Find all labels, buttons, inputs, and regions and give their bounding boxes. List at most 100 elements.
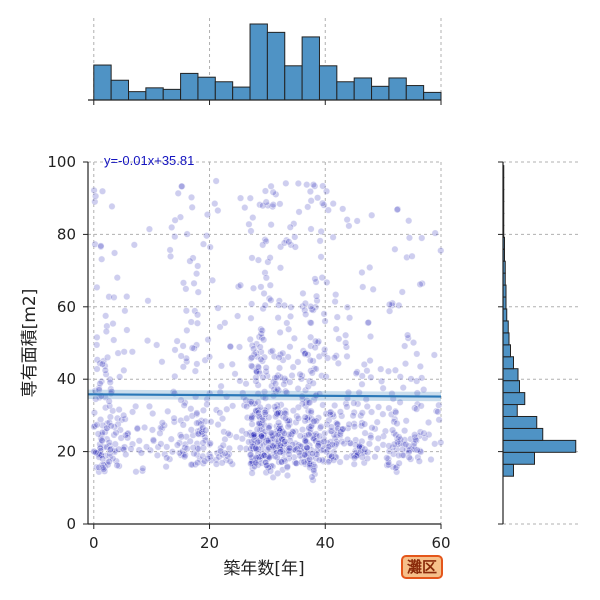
scatter-point bbox=[179, 279, 188, 287]
scatter-point bbox=[288, 371, 296, 380]
scatter-point bbox=[177, 433, 185, 441]
scatter-point bbox=[261, 408, 269, 417]
scatter-point bbox=[132, 468, 140, 476]
scatter-point bbox=[135, 437, 143, 445]
scatter-point bbox=[249, 431, 258, 439]
scatter-point bbox=[316, 237, 324, 245]
scatter-point bbox=[329, 200, 337, 208]
scatter-point bbox=[144, 297, 152, 305]
scatter-point bbox=[330, 354, 339, 362]
scatter-point bbox=[106, 378, 114, 386]
scatter-point bbox=[182, 307, 190, 315]
scatter-point bbox=[116, 373, 124, 381]
scatter-point bbox=[301, 386, 310, 394]
scatter-point bbox=[358, 453, 366, 461]
scatter-point bbox=[286, 312, 295, 321]
scatter-point bbox=[405, 234, 414, 242]
scatter-point bbox=[106, 413, 114, 421]
scatter-point bbox=[168, 448, 177, 456]
scatter-point bbox=[148, 426, 157, 434]
scatter-point bbox=[395, 433, 403, 441]
scatter-point bbox=[290, 334, 298, 342]
scatter-point bbox=[204, 454, 212, 463]
scatter-point bbox=[273, 442, 281, 450]
scatter-point bbox=[241, 203, 249, 212]
scatter-point bbox=[177, 396, 185, 404]
scatter-point bbox=[364, 318, 373, 327]
scatter-point bbox=[161, 450, 169, 458]
scatter-point bbox=[94, 430, 102, 438]
scatter-point bbox=[289, 428, 297, 436]
right-hist-bar bbox=[502, 356, 514, 370]
scatter-point bbox=[194, 459, 202, 467]
scatter-point bbox=[294, 358, 302, 366]
regression-layer bbox=[87, 389, 442, 402]
scatter-point bbox=[218, 459, 226, 467]
scatter-point bbox=[238, 435, 246, 443]
scatter-point bbox=[416, 362, 424, 371]
scatter-point bbox=[236, 281, 245, 289]
scatter-point bbox=[228, 360, 236, 368]
scatter-point bbox=[309, 357, 317, 365]
scatter-point bbox=[273, 410, 281, 418]
scatter-point bbox=[435, 416, 443, 424]
scatter-point bbox=[364, 319, 372, 327]
scatter-point bbox=[254, 409, 263, 417]
scatter-point bbox=[203, 210, 212, 219]
scatter-point bbox=[110, 293, 118, 301]
scatter-point bbox=[333, 313, 341, 321]
scatter-point bbox=[101, 366, 109, 375]
scatter-point bbox=[305, 431, 313, 439]
scatter-point bbox=[216, 409, 224, 417]
scatter-point bbox=[343, 352, 351, 360]
scatter-point bbox=[263, 461, 271, 469]
scatter-point bbox=[411, 431, 419, 439]
scatter-point bbox=[336, 408, 345, 416]
scatter-point bbox=[416, 280, 424, 289]
scatter-point bbox=[303, 181, 311, 189]
scatter-point bbox=[248, 413, 256, 421]
scatter-point bbox=[280, 455, 288, 463]
scatter-point bbox=[128, 408, 137, 416]
scatter-point bbox=[194, 430, 202, 438]
scatter-point bbox=[186, 437, 194, 445]
scatter-point bbox=[301, 349, 309, 358]
scatter-point bbox=[174, 189, 182, 197]
scatter-point bbox=[298, 302, 307, 310]
scatter-point bbox=[208, 276, 217, 284]
scatter-point bbox=[320, 310, 328, 318]
scatter-point bbox=[402, 440, 410, 449]
scatter-point bbox=[139, 464, 147, 473]
scatter-point bbox=[250, 345, 258, 353]
right-hist-bar bbox=[502, 404, 518, 417]
scatter-point bbox=[308, 473, 316, 481]
scatter-point bbox=[395, 459, 403, 467]
scatter-point bbox=[379, 384, 387, 392]
scatter-point bbox=[276, 264, 285, 272]
scatter-point bbox=[181, 453, 189, 461]
scatter-point bbox=[295, 208, 303, 216]
scatter-point bbox=[177, 352, 185, 360]
scatter-point bbox=[266, 281, 274, 289]
scatter-point bbox=[98, 360, 107, 368]
scatter-point bbox=[394, 205, 402, 213]
scatter-point bbox=[334, 359, 342, 367]
right-hist-bar bbox=[502, 415, 538, 429]
scatter-point bbox=[405, 448, 413, 456]
scatter-point bbox=[322, 410, 330, 418]
scatter-point bbox=[389, 463, 397, 471]
scatter-point bbox=[171, 216, 179, 224]
scatter-point bbox=[199, 439, 207, 447]
top-hist-bar bbox=[197, 76, 216, 101]
scatter-point bbox=[400, 436, 409, 444]
scatter-point bbox=[323, 354, 332, 362]
scatter-point bbox=[145, 402, 154, 410]
scatter-point bbox=[140, 423, 149, 432]
scatter-point bbox=[121, 431, 130, 439]
scatter-point bbox=[322, 373, 330, 381]
scatter-point bbox=[254, 381, 262, 389]
scatter-point bbox=[401, 360, 410, 368]
scatter-point bbox=[371, 453, 379, 461]
scatter-point bbox=[349, 412, 357, 420]
